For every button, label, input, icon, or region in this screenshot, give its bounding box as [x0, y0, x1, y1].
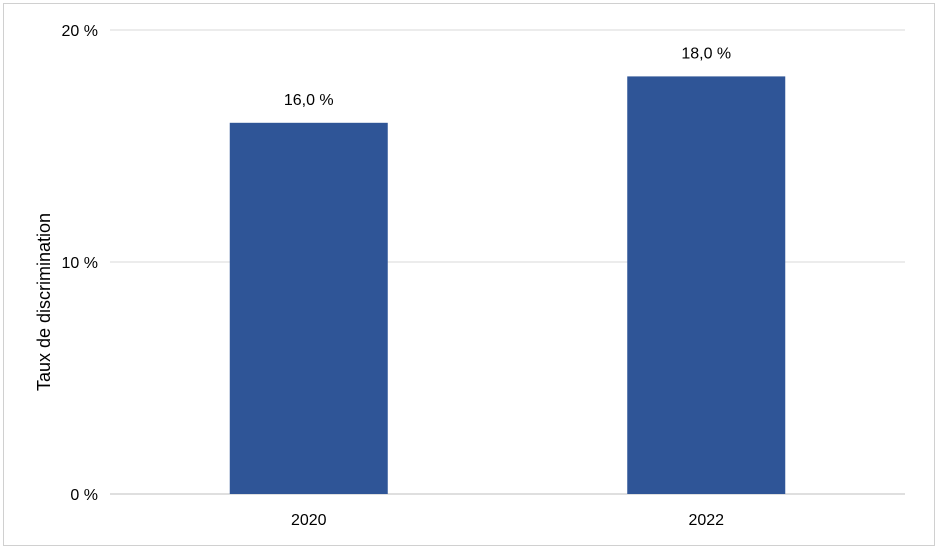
data-label-2020: 16,0 %	[284, 92, 334, 109]
x-tick-label: 2022	[688, 512, 724, 529]
y-axis-ticks: 0 % 10 % 20 %	[62, 23, 98, 504]
bars	[229, 76, 786, 495]
bar-2020	[229, 122, 388, 495]
data-labels: 16,0 % 18,0 %	[284, 45, 731, 108]
gridlines	[110, 29, 905, 495]
bar-2022	[627, 76, 786, 495]
x-axis-ticks: 2020 2022	[291, 512, 724, 529]
y-tick-label: 20 %	[62, 23, 98, 40]
y-tick-label: 10 %	[62, 255, 98, 272]
data-label-2022: 18,0 %	[681, 45, 731, 62]
y-tick-label: 0 %	[70, 487, 98, 504]
x-tick-label: 2020	[291, 512, 327, 529]
y-axis-label: Taux de discrimination	[34, 213, 54, 391]
